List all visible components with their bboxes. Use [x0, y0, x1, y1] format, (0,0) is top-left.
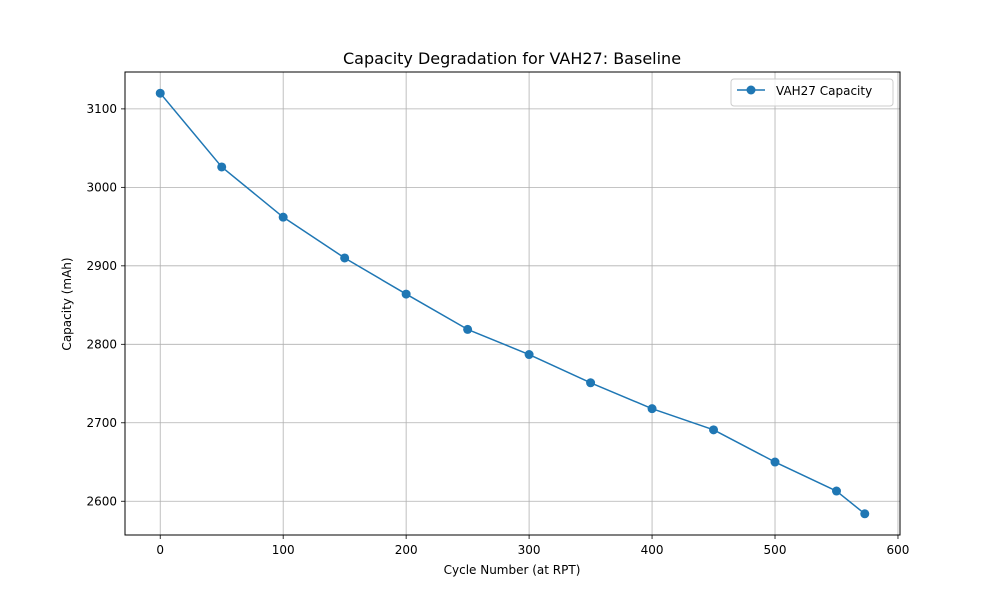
legend: VAH27 Capacity	[730, 78, 894, 107]
chart-title: Capacity Degradation for VAH27: Baseline	[343, 49, 681, 68]
data-point	[524, 350, 534, 360]
ticks: 0 100 200 300 400 500 600 2600 2700 2800 2900 3000 3…	[86, 102, 909, 557]
y-tick-label: 2900	[86, 259, 117, 273]
legend-label: VAH27 Capacity	[776, 84, 872, 98]
series-line	[159, 92, 866, 515]
data-point	[401, 289, 411, 299]
y-tick-label: 3100	[86, 102, 117, 116]
grid	[125, 72, 900, 535]
data-point	[709, 425, 719, 435]
x-tick-label: 600	[887, 543, 910, 557]
data-point	[463, 324, 473, 334]
x-tick-label: 300	[518, 543, 541, 557]
data-point	[278, 212, 288, 222]
legend-box	[730, 78, 894, 107]
x-tick-label: 200	[395, 543, 418, 557]
data-point	[217, 162, 227, 172]
series-layer	[155, 88, 870, 519]
data-point	[586, 378, 596, 388]
data-point	[340, 253, 350, 263]
x-tick-label: 500	[764, 543, 787, 557]
y-tick-label: 2600	[86, 494, 117, 508]
data-point	[831, 486, 841, 496]
x-axis-label: Cycle Number (at RPT)	[444, 563, 581, 577]
legend-marker-swatch	[746, 85, 756, 95]
data-point	[647, 404, 657, 414]
plot-frame	[124, 71, 901, 536]
y-tick-label: 2700	[86, 416, 117, 430]
x-tick-label: 100	[272, 543, 295, 557]
x-tick-label: 0	[156, 543, 164, 557]
y-tick-label: 2800	[86, 337, 117, 351]
data-point	[860, 509, 870, 519]
y-tick-label: 3000	[86, 180, 117, 194]
data-point	[770, 457, 780, 467]
x-tick-label: 400	[641, 543, 664, 557]
y-axis-label: Capacity (mAh)	[60, 257, 74, 350]
data-point	[155, 88, 165, 98]
